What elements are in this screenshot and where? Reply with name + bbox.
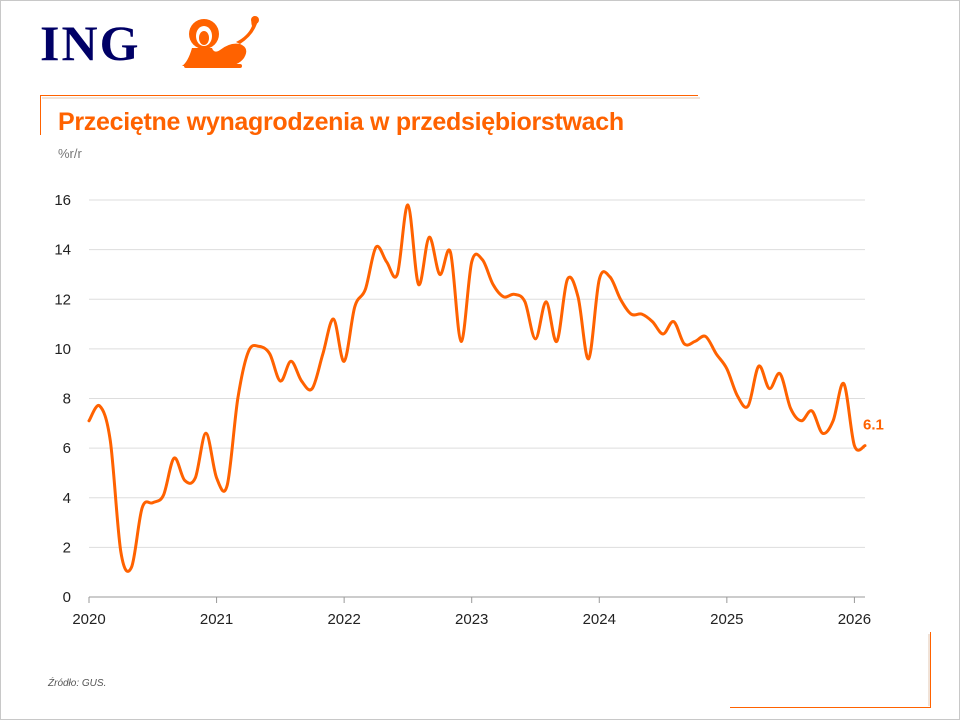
- series-line: [87, 203, 867, 573]
- x-axis: 2020 2021 2022 2023 2024 2025 2026: [72, 596, 871, 628]
- title-rule: [40, 95, 698, 96]
- y-axis-ticks: 0 2 4 6 8 10 12 14 16: [54, 192, 71, 606]
- y-tick-label: 12: [54, 291, 71, 308]
- corner-rule-shadow: [928, 634, 930, 706]
- x-tick-label: 2020: [72, 611, 105, 628]
- source-note: Źródło: GUS.: [48, 678, 107, 689]
- chart-unit-label: %r/r: [58, 146, 82, 161]
- y-tick-label: 4: [63, 490, 71, 507]
- y-tick-label: 14: [54, 242, 71, 259]
- y-tick-label: 16: [54, 192, 71, 209]
- y-tick-label: 10: [54, 341, 71, 358]
- x-tick-label: 2023: [455, 611, 488, 628]
- x-tick-label: 2022: [327, 611, 360, 628]
- x-tick-label: 2021: [200, 611, 233, 628]
- y-tick-label: 0: [63, 589, 71, 606]
- ing-logo: ING: [40, 14, 280, 74]
- x-tick-label: 2026: [838, 611, 871, 628]
- title-rule-shadow: [42, 97, 700, 99]
- corner-rule-horizontal: [730, 707, 931, 708]
- x-tick-label: 2024: [583, 611, 616, 628]
- chart-title: Przeciętne wynagrodzenia w przedsiębiors…: [58, 108, 624, 136]
- y-tick-label: 2: [63, 539, 71, 556]
- y-tick-label: 8: [63, 391, 71, 408]
- chart-annotations: 6.1: [863, 417, 884, 434]
- chart-gridlines: [89, 199, 865, 548]
- y-tick-label: 6: [63, 440, 71, 457]
- x-tick-label: 2025: [710, 611, 743, 628]
- corner-rule-vertical: [930, 632, 931, 708]
- lion-icon: [182, 16, 259, 68]
- chart-series: [87, 203, 867, 573]
- title-rule-vertical: [40, 95, 41, 135]
- logo-wordmark: ING: [40, 15, 141, 71]
- last-value-label: 6.1: [863, 417, 884, 434]
